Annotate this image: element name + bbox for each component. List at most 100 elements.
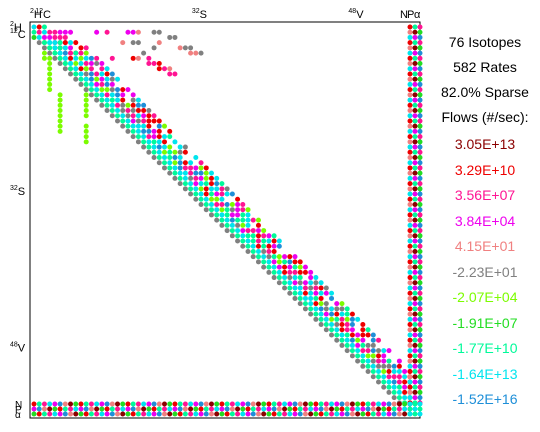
flow-cell — [349, 337, 355, 343]
bottom-flow-cell — [99, 406, 105, 412]
side-flow-cell — [407, 275, 413, 281]
flow-cell — [349, 316, 355, 322]
bottom-flow-cell — [31, 411, 37, 417]
flow-cell — [313, 290, 319, 296]
bottom-flow-cell — [104, 411, 110, 417]
flow-cell — [172, 165, 178, 171]
side-flow-cell — [417, 306, 423, 312]
side-flow-cell — [407, 301, 413, 307]
side-flow-cell — [407, 113, 413, 119]
corner-flow-cell — [417, 401, 423, 407]
bottom-flow-cell — [151, 401, 157, 407]
flow-cell — [245, 228, 251, 234]
flow-cell — [370, 353, 376, 359]
bottom-flow-cell — [235, 406, 241, 412]
flow-cell — [104, 97, 110, 103]
flow-cell — [402, 379, 408, 385]
side-flow-cell — [407, 311, 413, 317]
flow-cell — [370, 369, 376, 375]
flow-cell — [104, 66, 110, 72]
bottom-flow-cell — [68, 401, 74, 407]
flow-cell — [344, 327, 350, 333]
flow-cell — [88, 92, 94, 98]
flow-cell — [255, 248, 261, 254]
bottom-flow-cell — [250, 401, 256, 407]
flow-cell — [355, 348, 361, 354]
bottom-flow-cell — [115, 401, 121, 407]
flow-cell — [62, 61, 68, 67]
flow-cell — [208, 186, 214, 192]
side-flow-cell — [412, 165, 418, 171]
bottom-flow-cell — [229, 411, 235, 417]
side-flow-cell — [407, 238, 413, 244]
flow-cell — [355, 353, 361, 359]
side-flow-cell — [407, 144, 413, 150]
bottom-flow-cell — [391, 411, 397, 417]
flow-cell — [203, 196, 209, 202]
side-flow-cell — [407, 228, 413, 234]
side-flow-cell — [407, 316, 413, 322]
side-flow-cell — [417, 222, 423, 228]
flow-cell — [177, 155, 183, 160]
bottom-flow-cell — [396, 411, 402, 417]
side-flow-cell — [412, 108, 418, 114]
flow-cell — [339, 301, 345, 307]
bottom-flow-cell — [376, 401, 382, 407]
flow-cell — [141, 139, 147, 145]
flow-cell — [208, 181, 214, 187]
flow-cell — [193, 155, 199, 160]
flow-cell — [282, 275, 288, 281]
flow-cell — [156, 29, 162, 35]
flow-cell — [198, 181, 204, 187]
flow-cell — [52, 34, 58, 40]
flow-cell — [302, 290, 308, 296]
bottom-flow-cell — [31, 406, 37, 412]
side-flow-cell — [417, 301, 423, 307]
side-flow-cell — [417, 149, 423, 155]
side-flow-cell — [417, 61, 423, 67]
side-flow-cell — [417, 358, 423, 364]
flow-cell — [73, 71, 79, 77]
flow-cell — [386, 363, 392, 369]
flow-cell — [323, 285, 329, 291]
side-flow-cell — [417, 34, 423, 40]
side-flow-cell — [412, 316, 418, 322]
flow-cell — [376, 374, 382, 380]
flow-cell — [57, 50, 63, 56]
bottom-flow-cell — [41, 406, 47, 412]
bottom-flow-cell — [198, 411, 204, 417]
side-flow-cell — [407, 212, 413, 218]
flow-cell — [308, 275, 314, 281]
flow-cell — [31, 34, 37, 40]
side-flow-cell — [412, 248, 418, 254]
side-flow-cell — [417, 384, 423, 390]
flow-cell — [193, 186, 199, 192]
flow-cell — [57, 55, 63, 61]
flow-cell — [115, 113, 121, 119]
flow-cell — [167, 165, 173, 171]
side-flow-cell — [417, 290, 423, 296]
flow-cell — [177, 181, 183, 187]
flow-cell — [135, 97, 141, 103]
flow-cell — [271, 275, 277, 281]
side-flow-cell — [412, 212, 418, 218]
flow-cell — [250, 238, 256, 244]
flow-cell — [370, 358, 376, 364]
flow-cell — [83, 134, 89, 140]
flow-cell — [245, 222, 251, 228]
side-flow-cell — [407, 259, 413, 265]
flow-cell — [198, 175, 204, 181]
flow-cell — [156, 123, 162, 129]
flow-cell — [282, 269, 288, 275]
flow-cell — [376, 379, 382, 385]
flow-cell — [177, 149, 183, 155]
flow-cell — [182, 160, 188, 166]
flow-cell — [193, 165, 199, 171]
flow-cell — [360, 327, 366, 333]
flow-cell — [99, 76, 105, 82]
bottom-flow-cell — [73, 401, 79, 407]
flow-cell — [235, 212, 241, 218]
bottom-flow-cell — [344, 401, 350, 407]
side-flow-cell — [412, 332, 418, 338]
side-flow-cell — [417, 76, 423, 82]
